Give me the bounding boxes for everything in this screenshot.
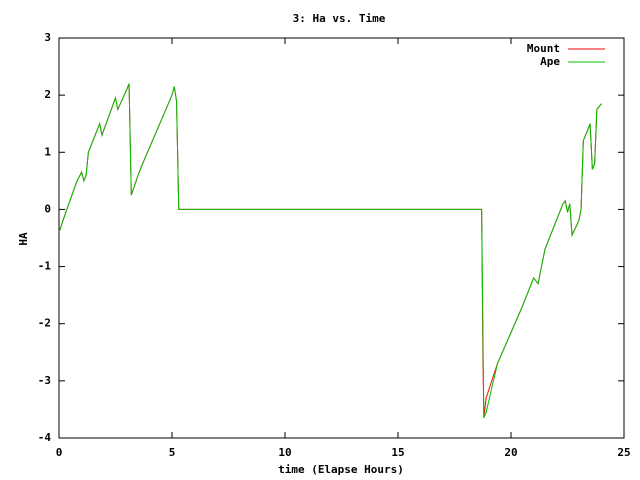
- y-tick-label: -4: [38, 431, 52, 444]
- series-line: [58, 83, 602, 419]
- legend-label: Mount: [527, 42, 560, 55]
- x-axis-label: time (Elapse Hours): [278, 463, 404, 476]
- y-tick-label: 2: [44, 88, 51, 101]
- x-tick-label: 20: [504, 446, 517, 459]
- y-tick-label: -3: [38, 374, 51, 387]
- y-tick-label: 0: [44, 202, 51, 215]
- y-tick-label: 1: [44, 145, 51, 158]
- x-tick-label: 15: [391, 446, 404, 459]
- chart-title: 3: Ha vs. Time: [293, 12, 386, 25]
- x-tick-label: 10: [278, 446, 291, 459]
- x-tick-label: 25: [617, 446, 630, 459]
- plot-border: [58, 37, 625, 439]
- legend-label: Ape: [540, 55, 560, 68]
- y-tick-label: -2: [38, 317, 51, 330]
- y-tick-label: -1: [38, 260, 52, 273]
- x-tick-label: 5: [169, 446, 176, 459]
- y-axis-label: HA: [17, 232, 30, 246]
- y-tick-label: 3: [44, 31, 51, 44]
- x-tick-label: 0: [56, 446, 63, 459]
